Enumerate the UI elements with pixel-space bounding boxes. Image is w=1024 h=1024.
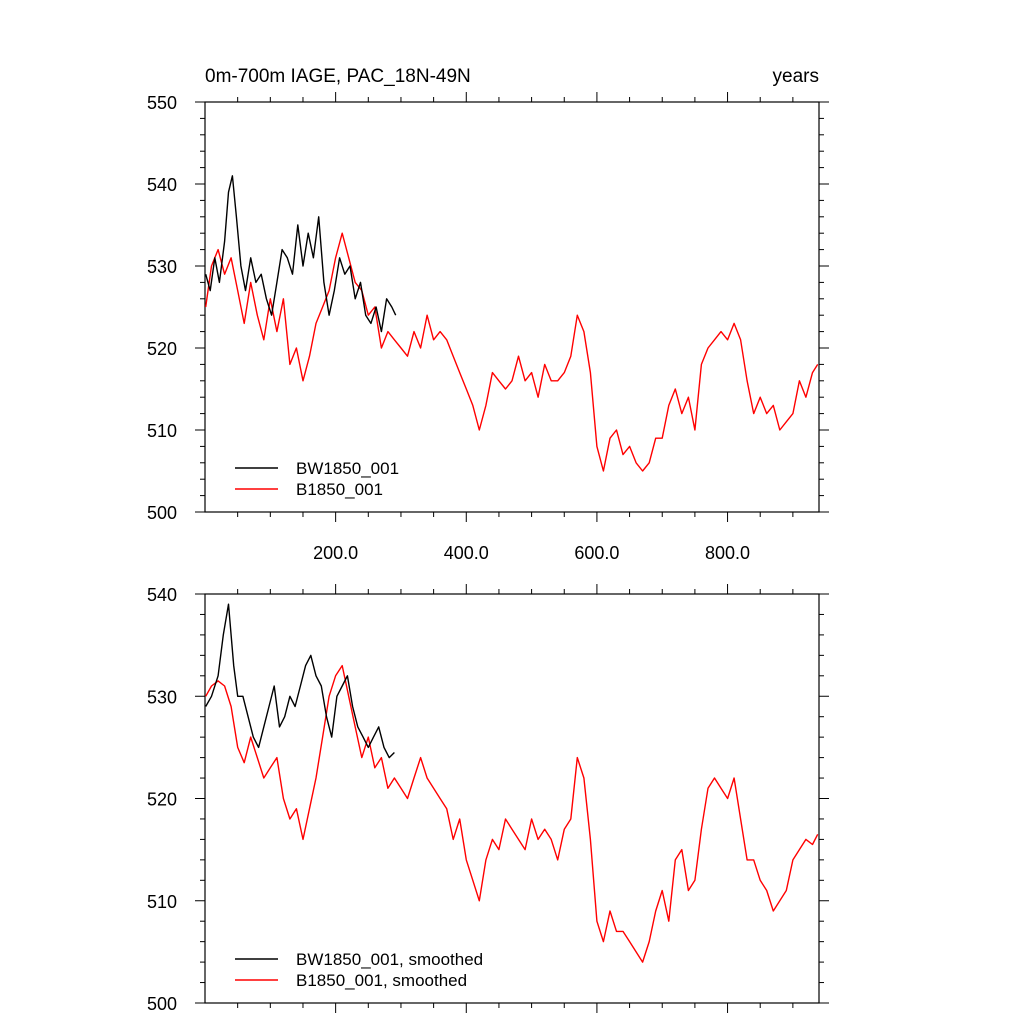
y-tick-label: 500 <box>147 994 177 1014</box>
x-tick-label: 200.0 <box>313 543 358 563</box>
y-tick-label: 540 <box>147 175 177 195</box>
panel-1: 500 510 520 530 540 550 200.0 400.0 600.0 800.0 0m… <box>147 66 829 563</box>
series-line-b1850-001-smoothed <box>205 664 819 963</box>
y-tick-label: 520 <box>147 790 177 810</box>
x-tick-label: 400.0 <box>444 543 489 563</box>
series-line-bw1850-001-smoothed <box>205 603 395 759</box>
panel-2: 500 510 520 530 540 BW1850_001, smoothed B1850… <box>147 584 829 1014</box>
legend-label: BW1850_001 <box>296 459 399 478</box>
y-tick-label: 540 <box>147 585 177 605</box>
series-line-bw1850-001 <box>205 175 397 333</box>
units-label: years <box>773 66 819 87</box>
x-tick-label: 600.0 <box>574 543 619 563</box>
y-tick-label: 550 <box>147 93 177 113</box>
chart-title: 0m-700m IAGE, PAC_18N-49N <box>205 66 471 87</box>
y-tick-label: 510 <box>147 421 177 441</box>
y-tick-label: 510 <box>147 892 177 912</box>
y-tick-label: 530 <box>147 687 177 707</box>
series-line-b1850-001 <box>205 232 819 472</box>
y-tick-label: 500 <box>147 503 177 523</box>
legend-label: B1850_001 <box>296 480 383 499</box>
plot-frame <box>204 101 820 513</box>
x-tick-label: 800.0 <box>705 543 750 563</box>
y-tick-label: 520 <box>147 339 177 359</box>
legend-label: BW1850_001, smoothed <box>296 950 483 969</box>
y-tick-label: 530 <box>147 257 177 277</box>
legend-label: B1850_001, smoothed <box>296 971 467 990</box>
